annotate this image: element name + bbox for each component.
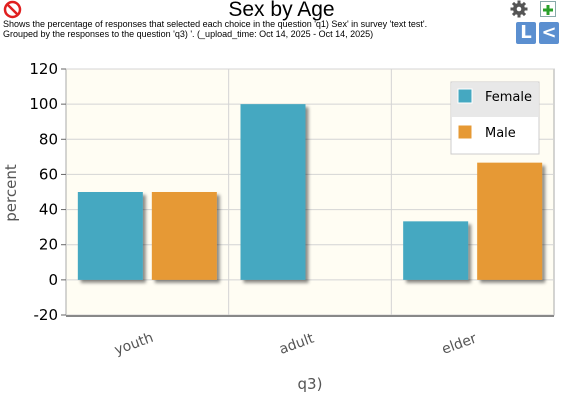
x-category-label: elder (440, 331, 479, 358)
x-category-labels: youth adult elder (112, 330, 479, 359)
legend: Female Male (450, 81, 540, 155)
bar-male-elder[interactable] (477, 162, 543, 280)
y-tick-labels: 120 100 80 60 40 20 0 -20 (29, 60, 58, 324)
chart-subtitle: Shows the percentage of responses that s… (3, 19, 428, 39)
y-tick-label: 120 (29, 60, 58, 78)
bar-female-youth[interactable] (77, 192, 143, 280)
add-icon (543, 5, 553, 15)
x-category-label: youth (112, 330, 155, 359)
x-axis-title: q3) (298, 375, 323, 393)
bar-female-adult[interactable] (240, 104, 306, 280)
ban-icon[interactable] (3, 0, 22, 19)
y-tick-label: 0 (48, 271, 58, 289)
y-axis-title: percent (2, 164, 20, 222)
legend-label-male[interactable]: Male (485, 126, 516, 141)
x-category-label: adult (277, 330, 317, 357)
legend-label-female[interactable]: Female (485, 90, 532, 105)
y-tick-label: 80 (39, 130, 58, 148)
less-than-button[interactable]: < (539, 22, 559, 44)
l-button[interactable]: L (516, 22, 536, 44)
y-tick-label: 60 (39, 165, 58, 183)
bar-male-youth[interactable] (151, 192, 217, 280)
add-button[interactable] (540, 1, 556, 17)
y-tick-label: -20 (34, 306, 59, 324)
gear-icon[interactable] (510, 0, 528, 18)
bars (77, 104, 543, 280)
chart-title: Sex by Age (228, 0, 335, 21)
y-tick-label: 20 (39, 236, 58, 254)
legend-swatch-male (457, 124, 473, 140)
y-tick-label: 100 (29, 95, 58, 113)
y-tick-label: 40 (39, 201, 58, 219)
bar-female-elder[interactable] (403, 221, 469, 280)
legend-swatch-female (457, 88, 473, 104)
